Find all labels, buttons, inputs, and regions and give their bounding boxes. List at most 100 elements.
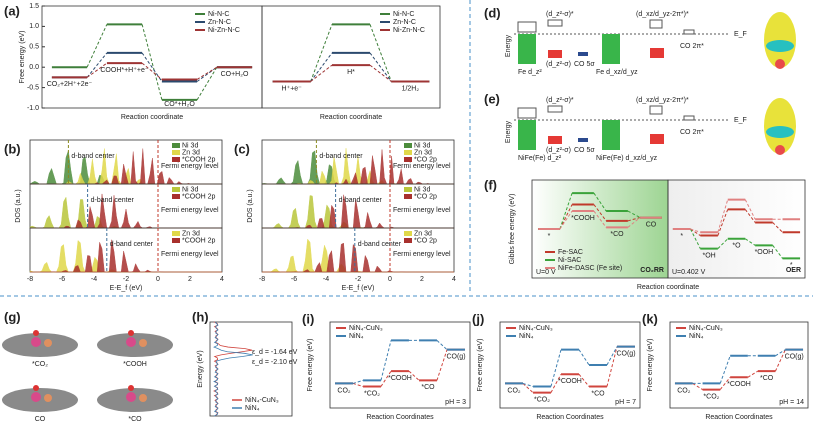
panel-label: (h) (192, 309, 209, 324)
legend-label: Ni 3d (414, 186, 430, 193)
y-axis-label: DOS (a.u.) (247, 189, 254, 222)
connector (352, 379, 364, 384)
plot-frame (329, 321, 471, 409)
orbital-label: (d_xz/d_yz-2π*)* (636, 97, 689, 104)
connector (593, 204, 607, 222)
y-tick-label: 1.5 (29, 3, 39, 10)
category-label: CO (646, 221, 657, 228)
legend-label: Ni-Zn-N-C (393, 27, 425, 34)
legend-label: Zn 3d (182, 149, 200, 156)
connector (141, 24, 163, 100)
note: pH = 7 (615, 399, 636, 406)
category-label: CO₂+2H⁺+2e⁻ (47, 81, 93, 88)
metal-atom (31, 337, 41, 347)
legend-label: Ni 3d (414, 142, 430, 149)
category-label: * (548, 233, 551, 240)
legend-swatch (404, 238, 412, 243)
legend-label: Zn 3d (414, 149, 432, 156)
y-axis-label: DOS (a.u.) (15, 189, 22, 222)
panel-label: (c) (234, 141, 250, 156)
orbital-label: NiFe(Fe) d_z² (518, 155, 562, 162)
metal-atom (31, 392, 41, 402)
axis-label: Energy (505, 120, 512, 143)
x-tick-label: -8 (27, 276, 33, 283)
x-tick-label: -6 (291, 276, 297, 283)
orbital-label: CO 5σ (574, 61, 595, 68)
annotation: Fermi energy level (393, 207, 451, 214)
band (518, 34, 536, 64)
legend-label: NiN₄ (349, 333, 364, 340)
panel-label: (b) (4, 141, 21, 156)
x-axis-label: Reaction coordinate (320, 114, 382, 121)
connector (578, 373, 590, 387)
connector (86, 62, 108, 78)
orbital (649, 19, 663, 29)
y-tick-label: -1.0 (27, 105, 39, 112)
connector (772, 245, 783, 259)
category-label: *CO (760, 375, 774, 382)
connector (196, 66, 218, 80)
category-label: *OH (702, 252, 715, 259)
connector (380, 340, 392, 381)
region-label: CO₂RR (640, 267, 664, 274)
legend-swatch (404, 157, 412, 162)
adsorbate (128, 385, 134, 391)
category-label: CO(g) (616, 350, 635, 357)
connector (690, 228, 701, 236)
orbital (578, 52, 588, 56)
category-label: H* (347, 69, 355, 76)
legend-label: Fe-SAC (558, 249, 583, 256)
legend-label: NiN₄-CuN₃ (519, 325, 553, 332)
y-tick-label: -0.5 (27, 84, 39, 91)
panel-label: (d) (484, 5, 501, 20)
plot-frame (669, 321, 809, 409)
annotation: Fermi energy level (393, 163, 451, 170)
orbital (548, 50, 562, 58)
x-tick-label: -4 (91, 276, 97, 283)
metal-atom (44, 394, 52, 402)
orbital-label: Fe d_z² (518, 69, 542, 76)
annotation: d-band center (91, 197, 135, 204)
connector (559, 204, 573, 230)
connector (436, 349, 448, 381)
orbital (547, 105, 563, 113)
connector (310, 24, 333, 82)
x-tick-label: -2 (355, 276, 361, 283)
legend-swatch (172, 157, 180, 162)
metal-atom (126, 392, 136, 402)
connector (717, 199, 729, 233)
category-label: CO₂ (507, 387, 521, 394)
panel-label: (f) (484, 177, 497, 192)
x-axis-label: Reaction coordinate (121, 114, 183, 121)
panel-label: (g) (4, 309, 21, 324)
annotation: d-band center (319, 153, 363, 160)
connector (141, 52, 163, 82)
atom (775, 59, 785, 69)
dos-curve (29, 239, 222, 273)
annotation: Fermi energy level (161, 251, 219, 258)
y-axis-label: Free energy (eV) (647, 339, 654, 392)
dos-curve (213, 321, 253, 417)
connector (744, 238, 756, 246)
legend-label: Ni-SAC (558, 257, 581, 264)
legend-swatch (404, 194, 412, 199)
connector (86, 52, 108, 78)
connector (747, 370, 759, 378)
connector (196, 66, 218, 82)
structure-label: *CO (128, 416, 142, 423)
connector (369, 24, 392, 82)
x-tick-label: -6 (59, 276, 65, 283)
x-tick-label: 4 (452, 276, 456, 283)
connector (692, 383, 703, 390)
orbital-label: CO 2π* (680, 43, 704, 50)
legend-label: NiN₄-CuN₃ (245, 397, 279, 404)
category-label: *O (732, 243, 741, 250)
orbital-label: NiFe(Fe) d_xz/d_yz (596, 155, 658, 162)
band (517, 21, 537, 33)
connector (369, 52, 392, 82)
category-label: *CO₂ (364, 390, 380, 397)
connector (593, 192, 607, 212)
band (602, 34, 620, 64)
atom (775, 145, 785, 155)
legend-label: Ni-N-C (393, 11, 414, 18)
